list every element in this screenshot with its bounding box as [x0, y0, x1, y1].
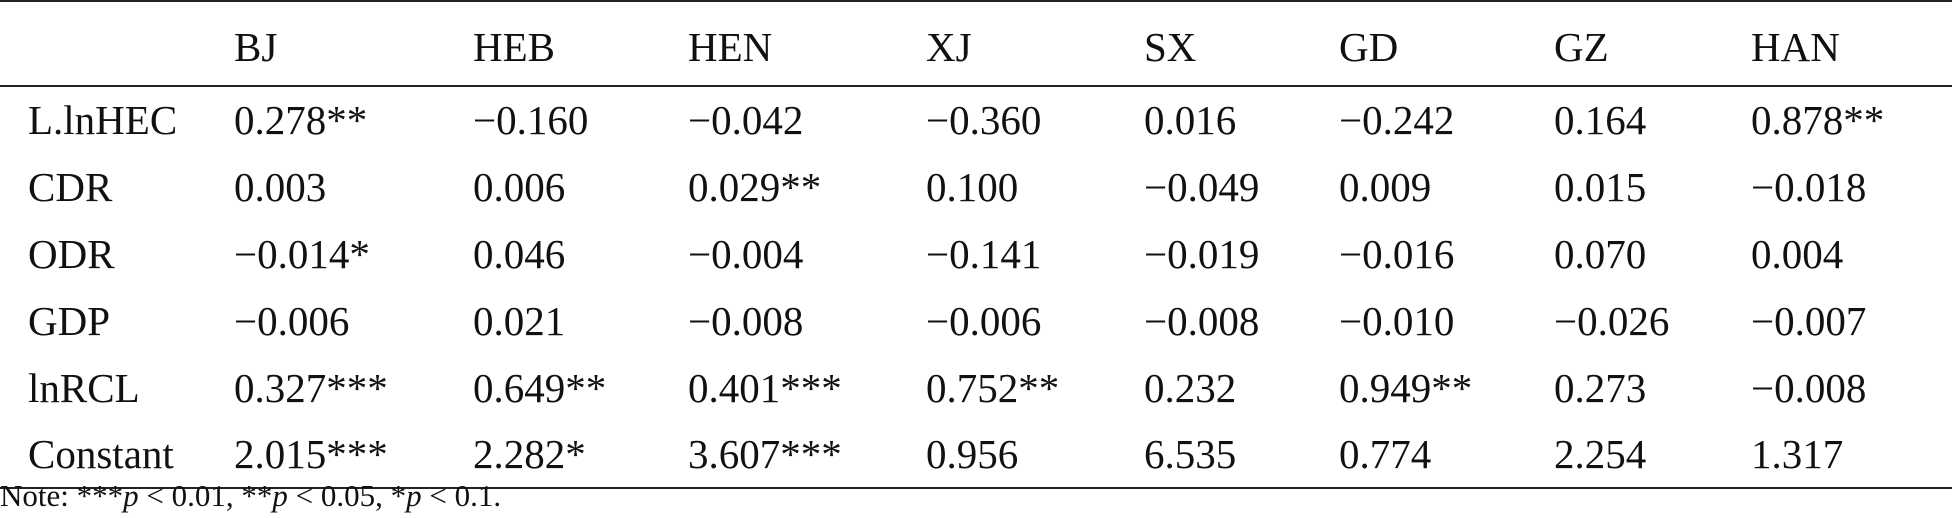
table-cell: −0.006	[234, 297, 350, 344]
table-cell: 0.878**	[1751, 97, 1885, 143]
table-cell: 6.535	[1144, 431, 1237, 477]
table-cell: −0.008	[1144, 297, 1260, 344]
table-cell: 0.070	[1554, 230, 1647, 277]
table-cell: −0.010	[1339, 297, 1455, 344]
note-p-symbol: p	[123, 478, 139, 513]
header-cell-han: HAN	[1751, 23, 1840, 70]
header-cell-gd: GD	[1339, 23, 1399, 70]
table-cell: −0.006	[926, 297, 1042, 344]
table-cell: −0.016	[1339, 230, 1455, 277]
table-cell: 0.774	[1339, 431, 1432, 477]
table-cell: 0.327***	[234, 364, 388, 411]
table-cell: 0.100	[926, 163, 1019, 210]
row-label: ODR	[28, 230, 115, 277]
table-cell: −0.160	[473, 97, 589, 143]
note-threshold-2: < 0.05, *	[287, 478, 407, 513]
table-cell: −0.141	[926, 230, 1042, 277]
table-cell: 0.649**	[473, 364, 607, 411]
regression-table: BJ HEB HEN XJ SX GD GZ HAN L.lnHEC 0.278…	[0, 1, 1952, 488]
table-cell: −0.004	[688, 230, 804, 277]
table-row-constant: Constant 2.015*** 2.282* 3.607*** 0.956 …	[0, 421, 1952, 488]
table-cell: 0.046	[473, 230, 566, 277]
table-cell: 0.232	[1144, 364, 1237, 411]
note-threshold-3: < 0.1.	[421, 478, 502, 513]
table-cell: 2.015***	[234, 431, 388, 477]
table-note: Note: ***p < 0.01, **p < 0.05, *p < 0.1.	[0, 478, 501, 514]
table-cell: 1.317	[1751, 431, 1844, 477]
table-cell: −0.049	[1144, 163, 1260, 210]
row-label: Constant	[28, 431, 174, 477]
table-cell: −0.008	[688, 297, 804, 344]
table-cell: 0.401***	[688, 364, 842, 411]
note-threshold-1: < 0.01, **	[138, 478, 273, 513]
table-cell: −0.008	[1751, 364, 1867, 411]
header-cell-xj: XJ	[926, 23, 972, 70]
table-cell: −0.019	[1144, 230, 1260, 277]
table-cell: 0.278**	[234, 97, 368, 143]
table-cell: 2.282*	[473, 431, 586, 477]
table-row-cdr: CDR 0.003 0.006 0.029** 0.100 −0.049 0.0…	[0, 153, 1952, 220]
table-cell: −0.042	[688, 97, 804, 143]
table-cell: 3.607***	[688, 431, 842, 477]
table-cell: −0.014*	[234, 230, 370, 277]
table-cell: 0.015	[1554, 163, 1647, 210]
table-cell: 2.254	[1554, 431, 1647, 477]
table-cell: 0.006	[473, 163, 566, 210]
table-cell: 0.029**	[688, 163, 822, 210]
row-label: CDR	[28, 163, 113, 210]
table-cell: 0.004	[1751, 230, 1844, 277]
table-cell: 0.009	[1339, 163, 1432, 210]
header-cell-blank	[0, 1, 234, 86]
table-cell: −0.360	[926, 97, 1042, 143]
header-row: BJ HEB HEN XJ SX GD GZ HAN	[0, 1, 1952, 86]
note-p-symbol: p	[406, 478, 422, 513]
table-cell: 0.164	[1554, 97, 1647, 143]
header-cell-gz: GZ	[1554, 23, 1609, 70]
table-row-lnrcl: lnRCL 0.327*** 0.649** 0.401*** 0.752** …	[0, 354, 1952, 421]
table-cell: −0.026	[1554, 297, 1670, 344]
table-cell: −0.242	[1339, 97, 1455, 143]
row-label: lnRCL	[28, 364, 140, 411]
table-row-odr: ODR −0.014* 0.046 −0.004 −0.141 −0.019 −…	[0, 220, 1952, 287]
header-cell-bj: BJ	[234, 23, 278, 70]
note-p-symbol: p	[272, 478, 288, 513]
table-cell: −0.007	[1751, 297, 1867, 344]
table-cell: 0.949**	[1339, 364, 1473, 411]
header-cell-heb: HEB	[473, 23, 555, 70]
table-row-gdp: GDP −0.006 0.021 −0.008 −0.006 −0.008 −0…	[0, 287, 1952, 354]
header-cell-sx: SX	[1144, 23, 1197, 70]
table-cell: −0.018	[1751, 163, 1867, 210]
table-cell: 0.021	[473, 297, 566, 344]
table-cell: 0.003	[234, 163, 327, 210]
table-row-l-lnhec: L.lnHEC 0.278** −0.160 −0.042 −0.360 0.0…	[0, 86, 1952, 153]
row-label: GDP	[28, 297, 111, 344]
table-cell: 0.016	[1144, 97, 1237, 143]
row-label: L.lnHEC	[28, 97, 178, 143]
table-cell: 0.273	[1554, 364, 1647, 411]
note-prefix: Note: ***	[0, 478, 124, 513]
table-cell: 0.752**	[926, 364, 1060, 411]
table-cell: 0.956	[926, 431, 1019, 477]
header-cell-hen: HEN	[688, 23, 773, 70]
